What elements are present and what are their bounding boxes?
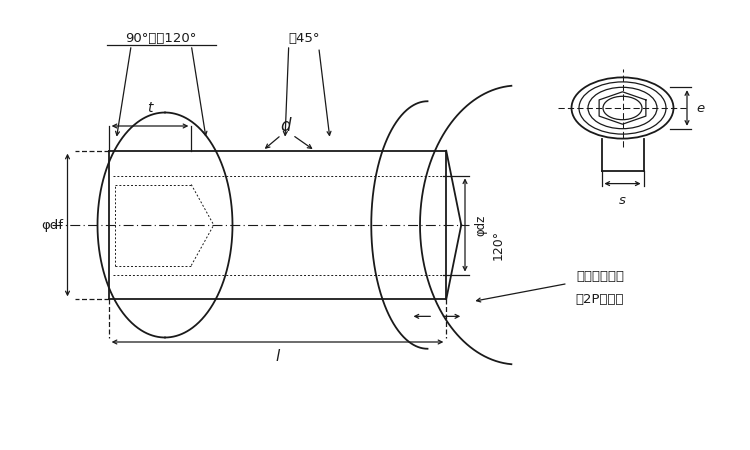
Text: t: t [147, 101, 153, 115]
Text: s: s [619, 194, 626, 207]
Text: 不完全ねじ部: 不完全ねじ部 [576, 270, 624, 283]
Text: φdf: φdf [42, 219, 64, 231]
Text: 組45°: 組45° [288, 32, 320, 45]
Text: l: l [275, 349, 280, 364]
Text: 120°: 120° [491, 230, 504, 260]
Text: （2P以下）: （2P以下） [576, 293, 624, 306]
Text: e: e [696, 102, 704, 114]
Text: φdz: φdz [475, 214, 488, 236]
Text: d: d [280, 117, 290, 135]
Text: 90°又は120°: 90°又は120° [125, 32, 197, 45]
